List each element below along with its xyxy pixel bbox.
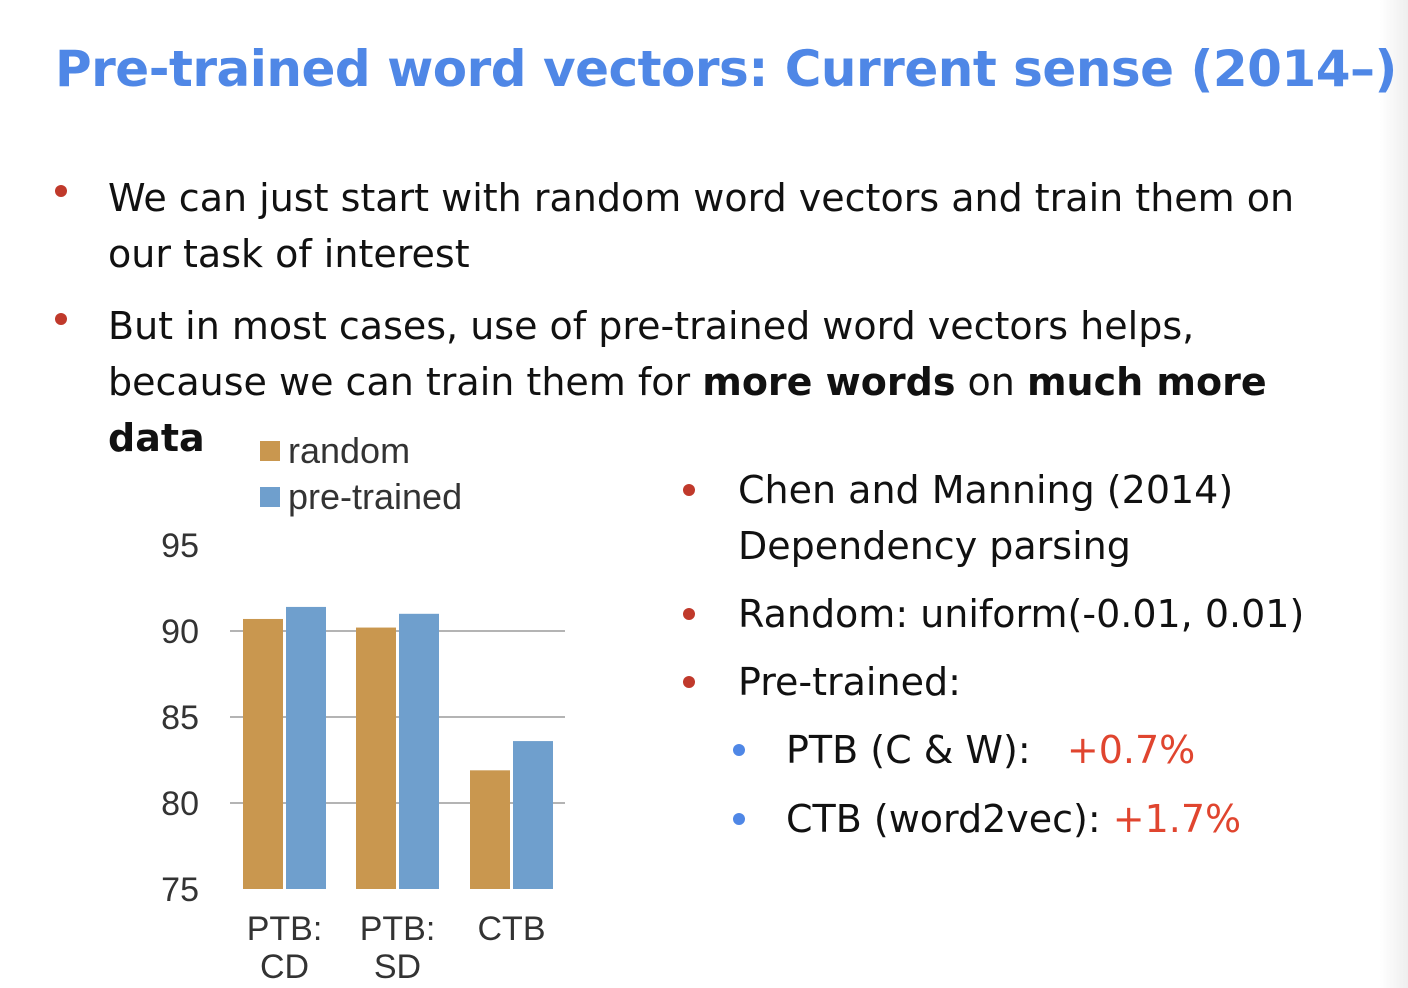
bar-random	[470, 770, 510, 889]
legend-label: random	[288, 430, 411, 471]
bar-pretrained	[286, 606, 326, 889]
bullet-item: We can just start with random word vecto…	[55, 170, 1355, 282]
sub-bullet-item: PTB (C & W): +0.7%	[683, 722, 1363, 778]
bar-random	[356, 627, 396, 889]
bar-random	[243, 618, 283, 889]
bar-pretrained	[399, 613, 439, 889]
sub-value: +1.7%	[1112, 797, 1242, 841]
bullet-dot-icon	[55, 185, 67, 197]
bullet-dot-icon	[683, 484, 695, 496]
slide-title: Pre-trained word vectors: Current sense …	[55, 40, 1397, 98]
legend-swatch	[260, 487, 280, 507]
sub-bullet-item: CTB (word2vec): +1.7%	[683, 791, 1363, 847]
x-tick-label: CTB	[478, 910, 546, 948]
sub-label: CTB (word2vec):	[786, 797, 1101, 841]
y-tick-label: 90	[161, 613, 199, 651]
x-tick-label: PTB:	[247, 910, 323, 948]
sub-bullet-dot-icon	[733, 813, 745, 825]
side-text: Chen and Manning (2014)	[738, 468, 1234, 512]
right-edge-shade	[1380, 0, 1408, 988]
x-tick-label: SD	[374, 948, 421, 986]
bullet-text: But in most cases, use of pre-trained wo…	[108, 304, 1195, 404]
y-tick-label: 85	[161, 699, 199, 737]
legend-swatch	[260, 441, 280, 461]
bold-text: much more data	[108, 360, 1267, 460]
main-bullet-list: We can just start with random word vecto…	[55, 170, 1355, 482]
chart-legend: random pre-trained	[260, 428, 462, 520]
legend-item-random: random	[260, 428, 462, 474]
y-tick-label: 80	[161, 785, 199, 823]
side-bullet-item: Random: uniform(-0.01, 0.01)	[683, 586, 1363, 642]
side-text: Random: uniform(-0.01, 0.01)	[738, 592, 1305, 636]
y-tick-label: 95	[161, 527, 199, 565]
y-tick-label: 75	[161, 871, 199, 909]
side-bullet-list: Chen and Manning (2014) Dependency parsi…	[683, 462, 1363, 860]
side-text: Dependency parsing	[738, 524, 1131, 568]
sub-value: +0.7%	[1066, 728, 1196, 772]
bullet-dot-icon	[683, 676, 695, 688]
bar-pretrained	[513, 741, 553, 889]
legend-label: pre-trained	[288, 476, 463, 517]
side-bullet-item: Pre-trained:	[683, 654, 1363, 710]
legend-item-pretrained: pre-trained	[260, 474, 462, 520]
sub-label: PTB (C & W):	[786, 728, 1031, 772]
bullet-dot-icon	[683, 608, 695, 620]
bold-text: more words	[702, 360, 956, 404]
bullet-text: We can just start with random word vecto…	[108, 176, 1295, 276]
bullet-item: But in most cases, use of pre-trained wo…	[55, 298, 1355, 466]
side-bullet-item: Chen and Manning (2014) Dependency parsi…	[683, 462, 1363, 574]
bullet-dot-icon	[55, 313, 67, 325]
x-tick-label: CD	[260, 948, 309, 986]
bullet-text: on	[955, 360, 1027, 404]
x-tick-label: PTB:	[360, 910, 436, 948]
sub-bullet-dot-icon	[733, 744, 745, 756]
side-text: Pre-trained:	[738, 660, 961, 704]
